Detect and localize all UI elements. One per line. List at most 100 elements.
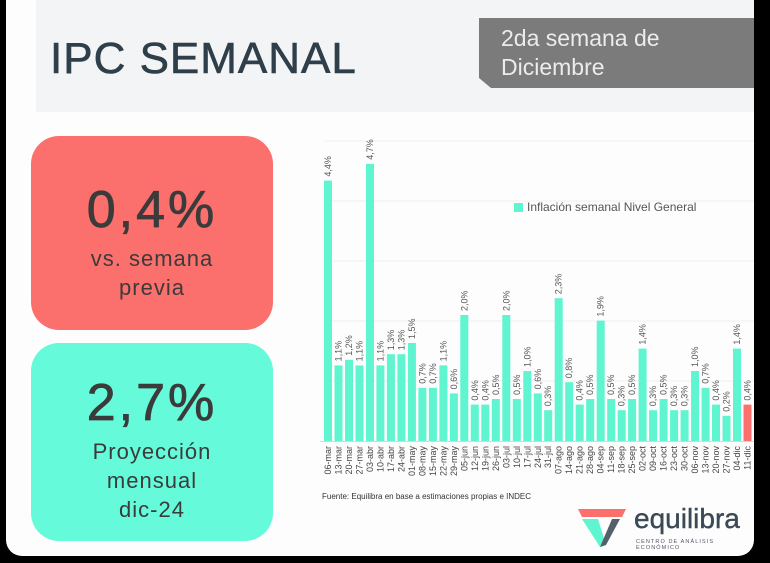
bar-10-abr [376,365,385,441]
x-tick-label: 13-mar [334,446,344,475]
x-tick-label: 20-mar [344,446,354,475]
bar-24-abr [397,354,406,441]
x-tick-label: 06-nov [690,446,700,474]
data-label: 0,5% [585,374,595,395]
data-label: 0,3% [669,386,679,407]
bar-20-mar [345,359,353,441]
data-label: 2,0% [501,290,511,311]
bar-09-oct [649,410,658,441]
x-tick-label: 27-nov [722,446,732,474]
x-tick-label: 20-nov [711,446,721,474]
data-label: 0,4% [480,380,490,401]
x-tick-label: 11-dic [743,446,753,470]
kpi-weekly-change: 0,4% vs. semana previa [31,136,273,330]
bar-17-jul [523,371,532,441]
data-label: 1,4% [732,324,742,345]
x-tick-label: 17-jul [522,446,532,468]
data-label: 1,2% [344,335,354,356]
logo-wordmark: equilibra [634,503,740,534]
bar-11-sep [607,399,616,441]
bar-15-may [428,387,437,441]
data-label: 1,0% [690,346,700,367]
kpi-label-line2: mensual [106,468,198,493]
bar-23-oct [670,410,679,441]
bar-12-jun [470,404,479,441]
data-label: 1,1% [334,341,344,362]
data-label: 0,7% [701,363,711,384]
x-tick-label: 30-oct [680,446,690,472]
data-label: 0,3% [543,386,553,407]
x-tick-label: 21-ago [575,446,585,474]
week-badge: 2da semana de Diciembre [479,18,754,88]
bar-11-dic [743,404,752,441]
x-tick-label: 15-may [428,446,438,477]
page-title: IPC SEMANAL [50,34,357,84]
data-label: 1,1% [375,341,385,362]
bar-05-jun [460,315,469,441]
x-tick-label: 31-jul [543,446,553,468]
x-tick-label: 09-oct [648,446,658,472]
kpi-label-line1: Proyección [92,439,212,464]
data-label: 0,3% [680,386,690,407]
bar-19-jun [481,404,490,441]
bar-29-may [449,393,458,441]
x-tick-label: 10-abr [375,446,385,472]
data-label: 0,4% [575,380,585,401]
x-tick-label: 03-jul [501,446,511,468]
bar-27-nov [722,415,731,441]
data-label: 1,3% [396,330,406,351]
kpi-label: Proyección mensual dic-24 [31,437,273,524]
x-tick-label: 29-may [449,446,459,477]
data-label: 0,6% [533,369,543,390]
x-tick-label: 08-may [417,446,427,477]
bar-04-sep [596,320,605,441]
x-tick-label: 10-jul [512,446,522,468]
data-label: 0,7% [428,363,438,384]
data-label: 0,3% [648,386,658,407]
data-label: 0,2% [722,391,732,412]
equilibra-logo: equilibra CENTRO DE ANÁLISIS ECONÓMICO [576,503,754,553]
data-label: 0,5% [659,374,669,395]
bar-24-jul [533,393,542,441]
x-tick-label: 24-abr [396,446,406,472]
bar-31-jul [544,410,553,441]
x-tick-label: 18-sep [617,446,627,474]
data-label: 1,0% [522,346,532,367]
bar-08-may [418,387,427,441]
bar-13-mar [334,365,343,441]
x-tick-label: 16-oct [659,446,669,472]
infographic-card: IPC SEMANAL 2da semana de Diciembre 0,4% … [6,0,754,556]
bar-28-ago [586,399,595,441]
bar-02-oct [638,348,647,441]
data-label: 0,5% [606,374,616,395]
kpi-label-line2: previa [119,275,185,300]
header: IPC SEMANAL 2da semana de Diciembre [36,0,754,112]
x-tick-label: 04-dic [732,446,742,471]
bar-18-sep [617,410,626,441]
data-label: 1,5% [407,318,417,339]
x-tick-label: 14-ago [564,446,574,474]
data-label: 0,3% [617,386,627,407]
data-label: 4,7% [365,139,375,160]
logo-tagline: CENTRO DE ANÁLISIS ECONÓMICO [636,539,715,551]
data-label: 0,5% [627,374,637,395]
x-tick-label: 27-mar [355,446,365,475]
data-label: 0,6% [449,369,459,390]
bar-06-mar [324,180,332,441]
bar-03-jul [502,315,511,441]
data-label: 0,4% [470,380,480,401]
equilibra-logo-icon [578,509,626,547]
kpi-label-line1: vs. semana [90,246,214,271]
data-label: 0,4% [743,380,753,401]
kpi-monthly-projection: 2,7% Proyección mensual dic-24 [31,343,273,541]
x-tick-label: 03-abr [365,446,375,472]
bar-27-mar [355,365,364,441]
bar-16-oct [659,399,668,441]
bar-25-sep [628,399,637,441]
x-tick-label: 11-sep [606,446,616,473]
x-tick-label: 28-ago [585,446,595,474]
data-label: 0,8% [564,358,574,379]
x-tick-label: 05-jun [459,446,469,471]
x-tick-label: 01-may [407,446,417,477]
x-tick-label: 19-jun [480,446,490,471]
